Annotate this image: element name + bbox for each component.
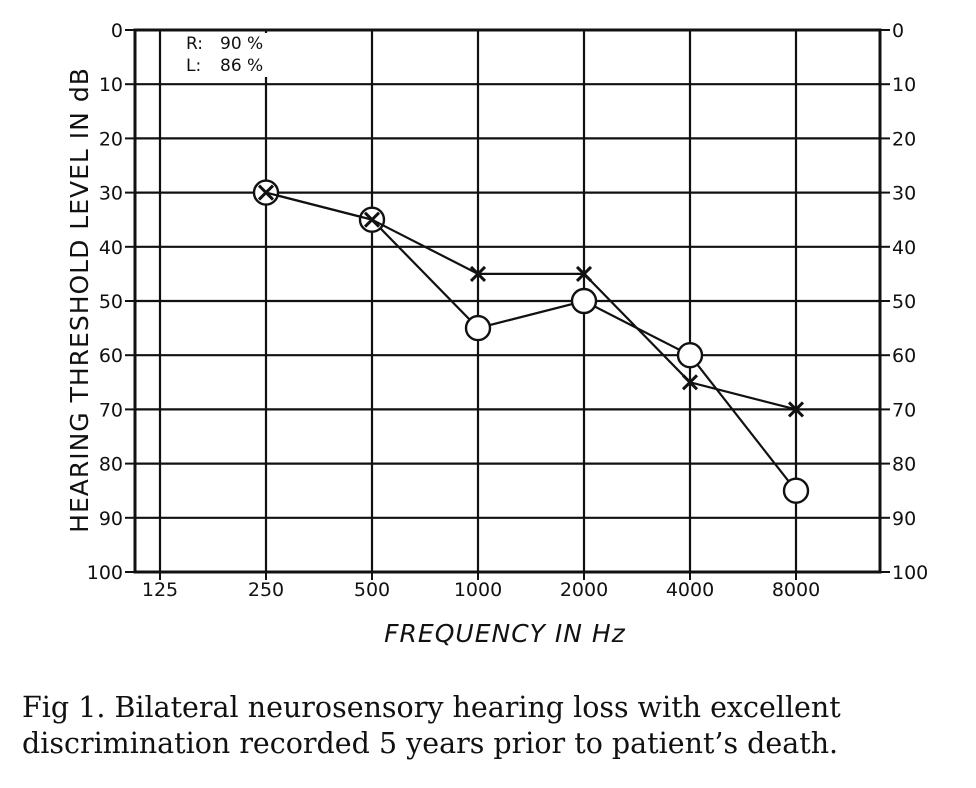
y-tick-label: 0 [111, 20, 123, 42]
cross-stroke [257, 184, 275, 201]
y-tick-label: 80 [99, 454, 123, 476]
y-tick-label: 50 [99, 291, 123, 313]
cross-stroke [469, 265, 487, 282]
y-tick-label: 20 [99, 128, 123, 150]
legend-box: R: 90 % L: 86 % [178, 33, 288, 77]
data-point-circle [676, 342, 704, 369]
tick-marks [125, 29, 890, 580]
y-tick-label-right: 40 [892, 237, 916, 259]
legend-right-value: 90 % [220, 34, 263, 54]
cross-stroke [787, 401, 805, 418]
x-tick-labels: 125 250 500 1000 2000 4000 8000 [142, 579, 820, 601]
data-point-cross [469, 265, 487, 282]
cross-stroke [363, 211, 381, 228]
data-point-circle [782, 477, 810, 504]
series-line-cross [265, 191, 797, 411]
series-cross [257, 184, 805, 418]
grid [135, 30, 880, 572]
data-point-cross [575, 265, 593, 282]
legend-left-ear: L: [186, 56, 201, 76]
x-tick-label: 1000 [454, 579, 502, 601]
cross-stroke [681, 374, 699, 391]
caption-line-1: Fig 1. Bilateral neurosensory hearing lo… [22, 691, 841, 724]
y-tick-label-right: 100 [892, 562, 928, 584]
series-circle [252, 179, 810, 504]
right-y-tick-labels: 0 10 20 30 40 50 60 70 80 90 100 [892, 20, 928, 584]
data-point-cross [363, 211, 381, 228]
y-tick-label: 10 [99, 74, 123, 96]
y-tick-label-right: 60 [892, 345, 916, 367]
y-tick-label-right: 0 [892, 20, 904, 42]
y-tick-label-right: 70 [892, 399, 916, 421]
x-tick-label: 4000 [666, 579, 714, 601]
y-tick-label: 90 [99, 508, 123, 530]
data-point-circle [464, 314, 492, 342]
y-tick-label-right: 90 [892, 508, 916, 530]
y-tick-label-right: 50 [892, 291, 916, 313]
y-tick-label: 100 [87, 562, 123, 584]
x-tick-label: 250 [248, 579, 284, 601]
x-tick-label: 125 [142, 579, 178, 601]
left-y-tick-labels: 0 10 20 30 40 50 60 70 80 90 100 [87, 20, 123, 584]
legend-left-value: 86 % [220, 56, 263, 76]
y-tick-label: 40 [99, 237, 123, 259]
data-point-cross [681, 374, 699, 391]
data-point-circle [570, 287, 598, 315]
y-tick-label-right: 80 [892, 454, 916, 476]
legend-right-ear: R: [186, 34, 203, 54]
x-axis-title: FREQUENCY IN Hz [384, 619, 626, 648]
y-tick-label: 30 [99, 183, 123, 205]
y-tick-label-right: 10 [892, 74, 916, 96]
data-point-cross [257, 184, 275, 201]
y-tick-label: 60 [99, 345, 123, 367]
series-line-circle [265, 191, 797, 492]
figure-caption: Fig 1. Bilateral neurosensory hearing lo… [22, 690, 962, 762]
y-axis-title: HEARING THRESHOLD LEVEL IN dB [65, 67, 94, 533]
legend-background [178, 33, 288, 77]
x-tick-label: 8000 [772, 579, 820, 601]
y-tick-label-right: 20 [892, 128, 916, 150]
x-tick-label: 500 [354, 579, 390, 601]
y-tick-label: 70 [99, 399, 123, 421]
audiogram-chart: 0 10 20 30 40 50 60 70 80 90 100 0 10 20 30 40 50 60 70 80… [65, 20, 928, 648]
cross-stroke [575, 265, 593, 282]
caption-line-2: discrimination recorded 5 years prior to… [22, 727, 839, 760]
x-tick-label: 2000 [560, 579, 608, 601]
data-series [252, 179, 810, 504]
y-tick-label-right: 30 [892, 183, 916, 205]
data-point-cross [787, 401, 805, 418]
